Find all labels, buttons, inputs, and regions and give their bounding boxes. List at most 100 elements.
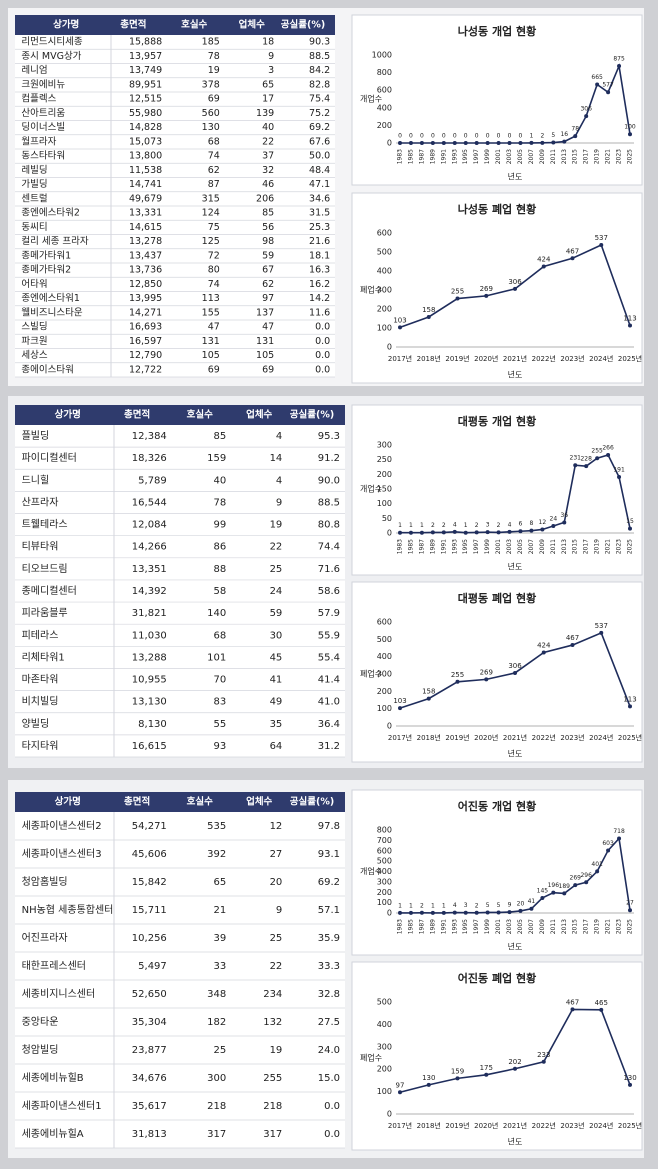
chart-panel xyxy=(351,581,643,763)
x-tick-label: 2020년 xyxy=(474,1121,498,1130)
cell-value: 85 xyxy=(213,431,226,442)
column-header: 업체수 xyxy=(246,409,272,421)
cell-value: 317 xyxy=(263,1129,282,1140)
cell-value: 32 xyxy=(262,165,274,176)
y-tick-label: 200 xyxy=(377,1065,392,1074)
data-label: 255 xyxy=(451,288,464,296)
data-point xyxy=(573,463,578,468)
cell-value: 86 xyxy=(213,542,226,553)
x-tick-label: 1999 xyxy=(484,919,491,934)
data-label: 603 xyxy=(602,840,614,847)
cell-value: 13,736 xyxy=(129,265,162,276)
data-point xyxy=(507,529,512,534)
cell-value: 16,597 xyxy=(129,336,162,347)
data-label: 1 xyxy=(409,902,413,909)
cell-value: 55,980 xyxy=(129,108,162,119)
data-label: 100 xyxy=(624,124,636,131)
x-tick-label: 2018년 xyxy=(417,733,441,742)
cell-value: 159 xyxy=(207,453,226,464)
y-tick-label: 100 xyxy=(377,324,392,333)
cell-value: 55 xyxy=(213,719,226,730)
data-label: 577 xyxy=(602,82,614,89)
data-label: 718 xyxy=(613,828,625,835)
row-name: 마존타워 xyxy=(22,673,59,686)
row-name: 티뷰타워 xyxy=(22,540,59,553)
y-axis-title: 폐업수 xyxy=(360,669,382,679)
data-label: 103 xyxy=(393,316,406,324)
x-tick-label: 2021 xyxy=(605,149,612,164)
data-point xyxy=(463,530,468,535)
cell-value: 19 xyxy=(208,65,220,76)
x-axis-title: 년도 xyxy=(508,562,523,572)
line-series xyxy=(400,454,631,534)
cell-value: 12,850 xyxy=(129,279,162,290)
data-label: 191 xyxy=(613,466,625,473)
cell-value: 93 xyxy=(213,741,226,752)
row-name: 리체타워1 xyxy=(22,650,65,663)
y-tick-label: 0 xyxy=(387,909,392,918)
data-point xyxy=(606,452,611,457)
y-tick-label: 100 xyxy=(377,898,392,907)
row-name: 피라움블루 xyxy=(22,607,68,619)
row-name: 가빌딩 xyxy=(21,179,47,190)
data-point xyxy=(551,523,556,528)
row-name: 종메가타워1 xyxy=(21,250,71,261)
x-tick-label: 2019 xyxy=(594,919,601,934)
data-point xyxy=(398,530,402,535)
data-label: 159 xyxy=(451,1067,464,1075)
cell-value: 12,515 xyxy=(129,94,162,105)
column-header: 총면적 xyxy=(124,796,150,808)
y-tick-label: 0 xyxy=(387,722,392,731)
x-tick-label: 1985 xyxy=(407,149,414,164)
cell-value: 255 xyxy=(263,1073,282,1084)
x-tick-label: 2013 xyxy=(561,539,568,554)
row-name: 종메가타워2 xyxy=(21,265,71,276)
cell-value: 124 xyxy=(202,208,220,219)
row-name: 컴플렉스 xyxy=(21,93,56,105)
cell-value: 47 xyxy=(208,322,220,333)
cell-value: 69 xyxy=(208,364,220,375)
row-name: 세종에비뉴힐B xyxy=(22,1071,84,1084)
cell-value: 56 xyxy=(262,222,274,233)
cell-value: 0.0 xyxy=(315,336,330,347)
x-tick-label: 1985 xyxy=(407,539,414,554)
x-tick-label: 1989 xyxy=(429,149,436,164)
data-point xyxy=(426,1082,431,1087)
cell-value: 69 xyxy=(262,364,274,375)
data-point xyxy=(455,1076,460,1081)
cell-value: 16.3 xyxy=(309,265,330,276)
cell-value: 4 xyxy=(276,431,282,442)
data-point xyxy=(562,891,567,896)
row-name: 종엔에스타워1 xyxy=(21,293,79,304)
data-label: 1 xyxy=(420,522,424,529)
column-header: 공실률(%) xyxy=(281,19,325,31)
column-header: 상가명 xyxy=(55,796,81,808)
row-name: 플빌딩 xyxy=(22,430,50,442)
column-header: 공실률(%) xyxy=(290,409,334,421)
data-point xyxy=(430,910,435,915)
cell-value: 41 xyxy=(270,675,283,686)
x-tick-label: 2015 xyxy=(572,919,579,934)
row-name: 타지타워 xyxy=(22,739,59,752)
data-label: 130 xyxy=(422,1074,435,1082)
data-label: 78 xyxy=(571,126,579,133)
column-header: 상가명 xyxy=(55,409,81,421)
cell-value: 74.4 xyxy=(318,542,340,553)
x-tick-label: 2021년 xyxy=(503,733,527,742)
data-point xyxy=(541,650,546,655)
data-label: 1 xyxy=(442,902,446,909)
data-label: 0 xyxy=(420,133,424,140)
cell-value: 234 xyxy=(263,989,282,1000)
cell-value: 40 xyxy=(262,122,274,133)
x-tick-label: 2017 xyxy=(583,919,590,934)
cell-value: 14,392 xyxy=(132,586,167,597)
data-label: 0 xyxy=(508,133,512,140)
x-axis-title: 년도 xyxy=(508,172,523,182)
data-point xyxy=(551,140,556,145)
data-point xyxy=(562,139,567,144)
cell-value: 35,304 xyxy=(132,1017,167,1028)
cell-value: 88 xyxy=(213,564,226,575)
chart-title: 나성동 개업 현황 xyxy=(458,24,537,38)
cell-value: 11,538 xyxy=(129,165,162,176)
